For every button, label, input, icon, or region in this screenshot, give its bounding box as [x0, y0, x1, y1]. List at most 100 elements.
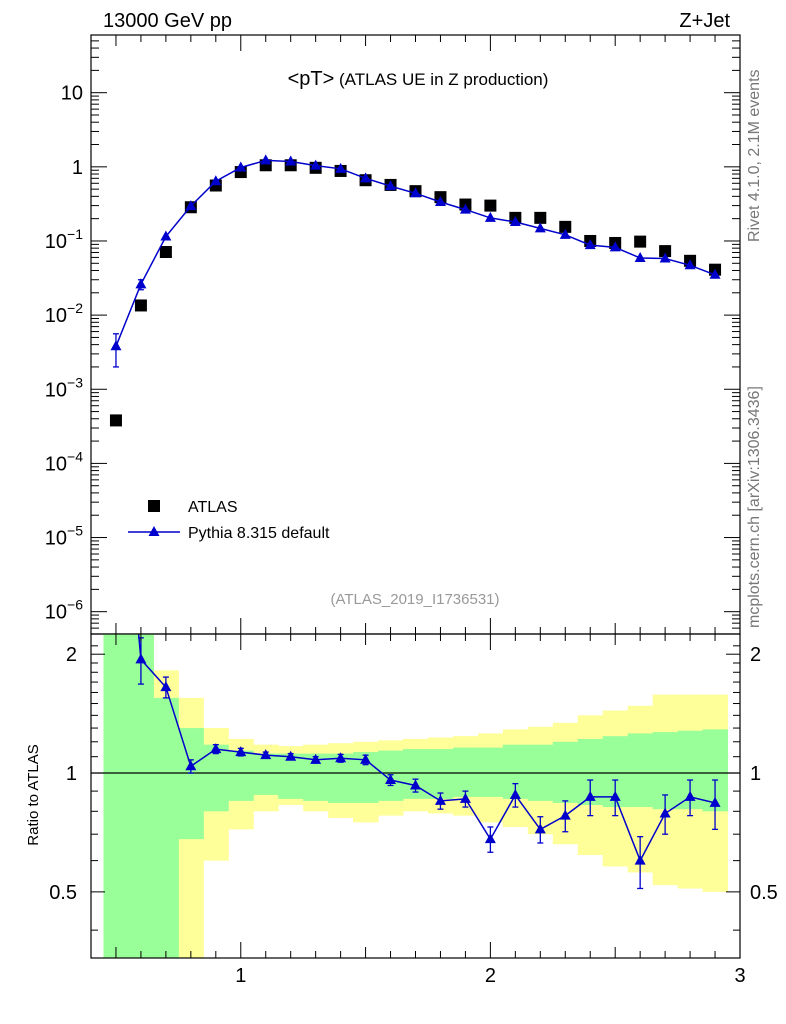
ratio-point — [210, 743, 222, 754]
ratio-point — [434, 794, 446, 805]
pythia-point — [684, 259, 696, 270]
ratio-ytick-label-right: 0.5 — [750, 882, 778, 904]
rivet-version-label: Rivet 4.1.0, 2.1M events — [746, 69, 763, 242]
ratio-ytick-label-right: 2 — [750, 644, 761, 666]
ratio-point — [534, 823, 546, 834]
xtick-label: 2 — [485, 965, 496, 987]
ratio-point — [684, 790, 696, 801]
ytick-base: 10 — [45, 305, 67, 327]
ratio-point — [459, 792, 471, 803]
ratio-point — [659, 807, 671, 818]
pythia-point — [235, 161, 247, 172]
xtick-label: 1 — [235, 965, 246, 987]
band-inner-bin — [278, 753, 304, 799]
ratio-point — [310, 753, 322, 764]
atlas-data-point — [134, 299, 147, 312]
band-inner-bin — [253, 753, 279, 795]
analysis-id: (ATLAS_2019_I1736531) — [330, 591, 499, 608]
pythia-point — [484, 211, 496, 222]
band-inner-bin — [103, 634, 129, 958]
pythia-point — [609, 241, 621, 252]
band-inner-bin — [452, 747, 479, 797]
atlas-data-point — [534, 211, 547, 224]
ratio-ytick-label: 0.5 — [49, 882, 77, 904]
ytick-base: 1 — [72, 157, 83, 179]
ytick-label: 10−4 — [45, 448, 83, 475]
process-label: Z+Jet — [679, 10, 730, 32]
ytick-label: 10−2 — [45, 300, 83, 327]
plot-title-main: <pT> — [288, 68, 335, 90]
ratio-point — [584, 790, 596, 801]
pythia-point — [335, 162, 347, 173]
band-inner-bin — [427, 749, 454, 799]
ytick-base: 10 — [45, 379, 67, 401]
pythia-point — [459, 203, 471, 214]
band-inner-bin — [153, 697, 179, 958]
ratio-point — [160, 681, 172, 692]
band-inner-bin — [178, 728, 204, 840]
pythia-point — [410, 187, 421, 198]
band-inner-bin — [228, 750, 254, 801]
pythia-point — [310, 159, 322, 170]
ratio-ytick-label: 1 — [66, 763, 77, 785]
atlas-data-point — [634, 235, 647, 248]
ytick-exponent: −2 — [67, 300, 83, 316]
pythia-point — [709, 268, 721, 279]
pythia-point — [559, 228, 571, 239]
ratio-point — [360, 753, 372, 764]
pythia-point — [584, 239, 596, 250]
legend: ATLAS Pythia 8.315 default — [128, 499, 330, 542]
pythia-point — [434, 196, 446, 207]
pythia-point — [260, 154, 272, 165]
atlas-data-point — [559, 220, 572, 233]
pythia-point — [210, 175, 222, 186]
atlas-data-point — [109, 414, 122, 427]
pythia-point — [160, 230, 172, 241]
ytick-base: 10 — [45, 528, 67, 550]
ratio-point — [135, 653, 147, 664]
ytick-exponent: −1 — [67, 226, 83, 242]
plot-title-sub: (ATLAS UE in Z production) — [334, 70, 548, 89]
pythia-point — [135, 278, 147, 289]
legend-pythia-label: Pythia 8.315 default — [188, 525, 330, 542]
pythia-point — [634, 251, 646, 262]
ratio-panel: 0.5 0.5 1 1 2 2 1 2 3 — [49, 633, 778, 987]
ratio-point — [185, 760, 197, 771]
ytick-label: 10 — [61, 83, 83, 105]
ratio-point — [634, 854, 646, 865]
ratio-ytick-label: 2 — [66, 644, 77, 666]
band-inner-bin — [552, 741, 579, 803]
ratio-point — [559, 809, 571, 820]
legend-atlas-marker — [148, 500, 160, 512]
ytick-base: 10 — [45, 231, 67, 253]
xtick-label: 3 — [734, 965, 745, 987]
ratio-ytick-label-right: 1 — [750, 763, 761, 785]
ytick-exponent: −3 — [67, 374, 83, 390]
band-inner-bin — [128, 634, 154, 958]
ratio-point — [260, 749, 272, 760]
pythia-point — [659, 252, 671, 263]
band-inner-bin — [627, 733, 654, 808]
band-inner-bin — [477, 747, 504, 797]
ytick-base: 10 — [45, 453, 67, 475]
ytick-label: 10−5 — [45, 523, 83, 550]
pythia-point — [110, 340, 122, 351]
ytick-exponent: −5 — [67, 523, 83, 539]
ytick-label: 1 — [72, 157, 83, 179]
pythia-point — [285, 155, 297, 166]
ratio-point — [385, 774, 397, 785]
atlas-data-point — [159, 246, 172, 259]
ratio-point — [285, 750, 297, 761]
pythia-point — [509, 216, 521, 227]
ratio-point — [410, 779, 421, 790]
ytick-label: 10−3 — [45, 374, 83, 401]
ratio-axis-label: Ratio to ATLAS — [25, 744, 42, 845]
ratio-point — [609, 790, 621, 801]
pythia-point — [185, 200, 197, 211]
ytick-base: 10 — [45, 602, 67, 624]
ytick-exponent: −6 — [67, 597, 83, 613]
ratio-point — [335, 752, 347, 763]
pythia-point — [534, 222, 546, 233]
